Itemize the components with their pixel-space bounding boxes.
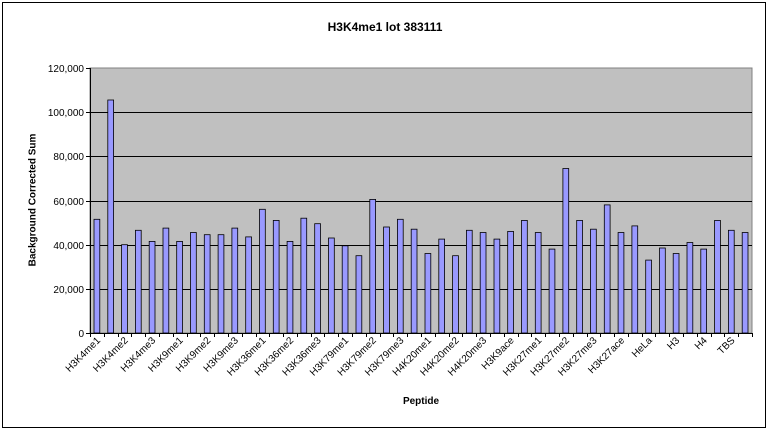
bar: [396, 218, 404, 334]
bar: [162, 227, 170, 334]
bar: [424, 253, 432, 334]
bar: [217, 234, 225, 334]
bar: [203, 234, 211, 334]
bar: [659, 247, 666, 334]
bar: [631, 225, 639, 334]
y-tick-label: 0: [78, 329, 84, 340]
bar: [176, 240, 183, 334]
y-tick-label: 80,000: [53, 152, 84, 163]
bar: [438, 238, 445, 334]
bar: [314, 223, 321, 334]
bar: [714, 219, 721, 334]
bar: [190, 232, 197, 334]
bar: [507, 230, 514, 334]
bar: [493, 238, 501, 334]
bar: [272, 219, 280, 334]
bar: [645, 259, 652, 334]
bar: [286, 240, 294, 334]
plot-area: [89, 67, 753, 334]
bar: [383, 226, 390, 334]
bar: [93, 218, 101, 334]
bar: [741, 232, 749, 334]
bar: [121, 244, 128, 334]
bar: [576, 219, 583, 334]
bar: [355, 255, 363, 334]
chart-title: H3K4me1 lot 383111: [327, 20, 443, 34]
y-tick-label: 40,000: [53, 241, 84, 252]
bar: [603, 204, 611, 334]
bar: [245, 236, 252, 334]
bar: [672, 253, 680, 334]
bar: [700, 248, 707, 334]
x-tick-label: H3: [665, 335, 682, 352]
bar: [134, 229, 142, 334]
bar: [369, 198, 376, 334]
y-tick-label: 120,000: [48, 64, 85, 75]
bar: [562, 168, 570, 334]
bar: [341, 245, 349, 334]
bar: [148, 240, 156, 334]
x-axis-label: Peptide: [402, 396, 440, 407]
x-tick-label: TBS: [716, 335, 738, 357]
bar: [728, 229, 735, 334]
bar: [548, 248, 556, 334]
y-tick-label: 100,000: [48, 108, 85, 119]
bar: [107, 99, 115, 334]
bar: [328, 237, 335, 334]
bar: [410, 228, 418, 334]
y-tick-label: 60,000: [53, 197, 84, 208]
bar: [534, 232, 542, 334]
bar: [479, 232, 487, 334]
bar: [452, 255, 459, 334]
bar: [521, 219, 528, 334]
bar: [259, 208, 266, 334]
y-tick-label: 20,000: [53, 285, 84, 296]
bar: [465, 229, 473, 334]
x-tick-label: HeLa: [630, 335, 655, 360]
x-tick-label: H4: [693, 335, 710, 352]
bar: [617, 232, 625, 334]
bar: [590, 228, 597, 334]
bar: [686, 242, 694, 334]
bar: [231, 227, 239, 334]
bar: [300, 217, 308, 334]
